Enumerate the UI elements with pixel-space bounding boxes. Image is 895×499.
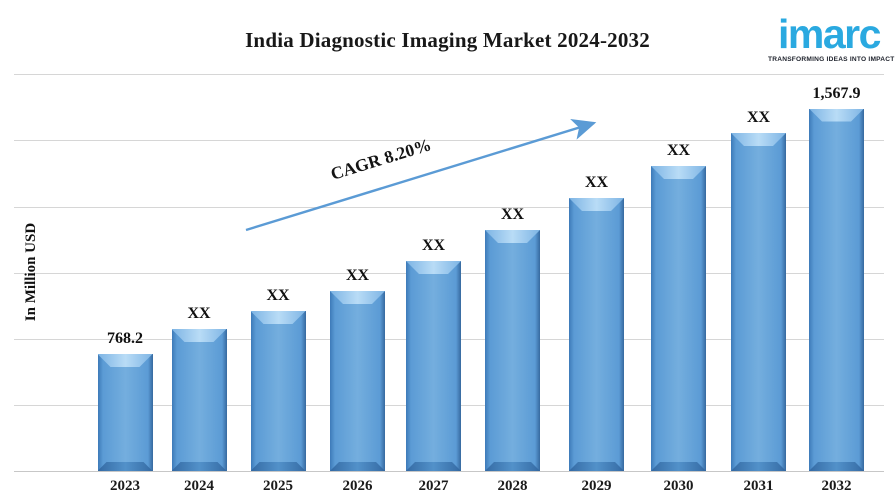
bar-2029 [569,198,624,471]
y-axis-title: In Million USD [23,222,39,322]
bar-2031 [731,133,786,471]
bar-2025 [250,311,306,471]
x-tick-label-2025: 2025 [263,478,293,494]
x-tick-label-2026: 2026 [342,478,373,494]
bar-value-label-2031: XX [746,109,771,126]
x-tick-label-2023: 2023 [110,478,140,494]
bar-value-label-2025: XX [266,287,290,304]
chart-title: India Diagnostic Imaging Market 2024-203… [245,28,650,52]
bar-2028 [485,230,540,471]
bar-value-label-2027: XX [421,237,446,254]
x-tick-label-2024: 2024 [184,478,214,494]
bar-2023 [97,354,153,471]
imarc-logo-tagline: TRANSFORMING IDEAS INTO IMPACT [768,56,895,63]
bar-2026 [330,291,385,471]
x-tick-label-2027: 2027 [418,478,449,494]
x-tick-label-2030: 2030 [663,478,694,494]
x-tick-label-2029: 2029 [581,478,612,494]
bar-value-label-2028: XX [500,206,525,223]
bar-value-label-2026: XX [345,267,370,284]
imarc-logo-text: imarc [778,11,881,57]
imarc-logo: imarc TRANSFORMING IDEAS INTO IMPACT [768,11,895,63]
bar-2030 [651,166,706,471]
bar-2027 [406,261,461,471]
x-tick-label-2028: 2028 [497,478,528,494]
x-axis-line [14,471,884,472]
bar-value-label-2023: 768.2 [107,330,143,347]
bar-value-label-2030: XX [666,142,691,159]
bar-2032 [809,108,864,471]
gridline [14,74,884,75]
bar-2024 [171,329,227,471]
bar-value-label-2024: XX [187,305,211,322]
x-tick-label-2031: 2031 [743,478,774,494]
bar-value-label-2029: XX [584,174,609,191]
x-tick-label-2032: 2032 [821,478,852,494]
bar-value-label-2032: 1,567.9 [812,84,861,102]
